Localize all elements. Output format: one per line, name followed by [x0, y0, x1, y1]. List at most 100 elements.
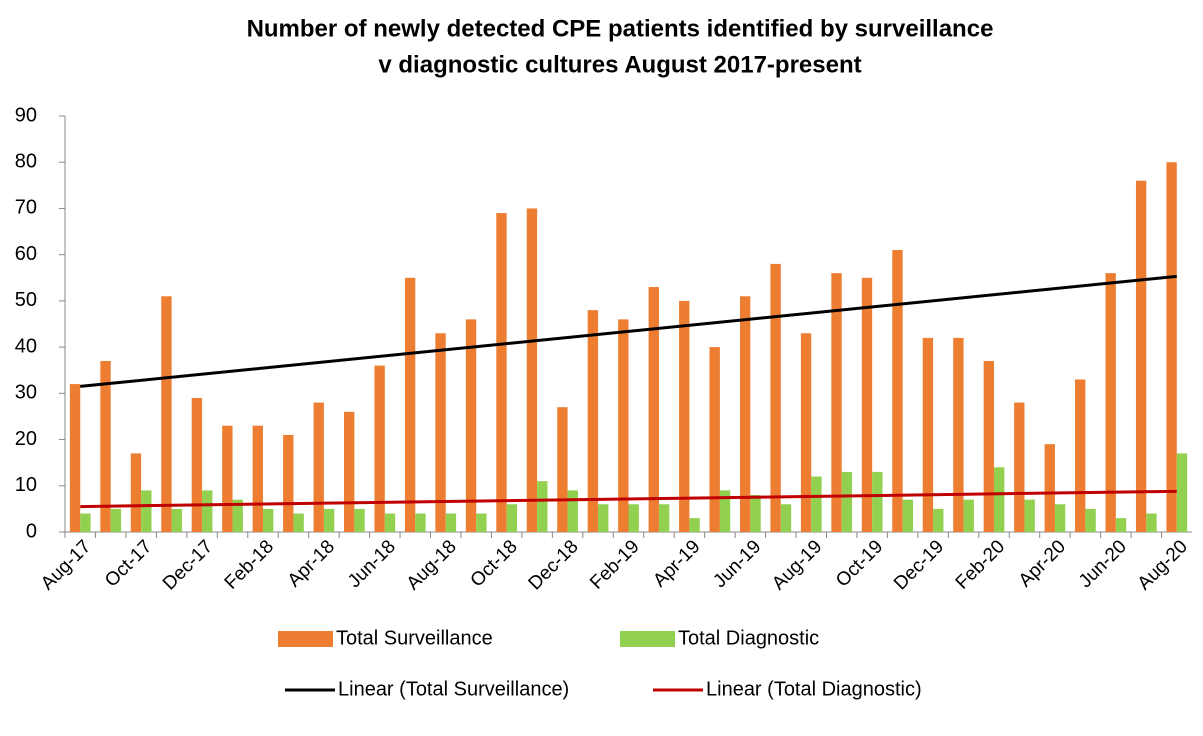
legend-label: Linear (Total Surveillance) — [338, 678, 569, 700]
bar — [130, 453, 142, 532]
y-tick-label: 20 — [15, 428, 37, 450]
bar — [476, 513, 487, 532]
bar — [354, 508, 365, 532]
bar — [689, 518, 700, 532]
x-tick-label: Aug-20 — [1134, 536, 1192, 594]
bar — [750, 495, 761, 532]
bar — [587, 310, 599, 532]
bar — [141, 490, 152, 532]
bar — [313, 402, 324, 532]
y-tick-label: 90 — [15, 104, 37, 126]
bar — [202, 490, 213, 532]
bar — [811, 476, 822, 532]
y-tick-label: 10 — [15, 474, 37, 496]
bar — [1085, 508, 1096, 532]
bar — [283, 434, 294, 532]
bar — [323, 508, 335, 532]
bar — [100, 360, 111, 532]
y-tick-label: 60 — [15, 243, 37, 265]
bar — [69, 384, 81, 532]
bar — [800, 333, 812, 532]
bar — [222, 425, 233, 532]
bar — [598, 504, 609, 532]
bar — [1105, 273, 1116, 532]
bar — [902, 499, 913, 532]
bar — [80, 513, 91, 532]
bar — [994, 467, 1005, 532]
bar — [293, 513, 304, 532]
bar — [404, 277, 416, 532]
bar — [435, 333, 446, 532]
legend-label: Total Surveillance — [336, 627, 493, 649]
bar — [770, 263, 781, 532]
legend-swatch — [620, 631, 675, 647]
bar — [872, 471, 883, 532]
bar — [922, 337, 934, 532]
chart-title: v diagnostic cultures August 2017-presen… — [378, 51, 861, 78]
bar — [537, 481, 548, 532]
bar — [1135, 180, 1147, 532]
bar — [262, 508, 274, 532]
bar — [1054, 504, 1066, 532]
bar — [161, 296, 172, 532]
x-tick-label: Apr-18 — [284, 536, 339, 591]
x-tick-label: Feb-20 — [952, 536, 1009, 593]
bar — [861, 277, 873, 532]
x-tick-label: Oct-19 — [832, 536, 887, 591]
bar — [1024, 499, 1035, 532]
bar — [374, 365, 385, 532]
x-tick-label: Jun-18 — [344, 536, 400, 592]
trendline — [80, 489, 1177, 509]
bar — [1014, 402, 1025, 532]
bar — [933, 508, 944, 532]
legend-swatch — [278, 631, 333, 647]
bar — [496, 213, 507, 533]
bar — [465, 319, 477, 532]
bar — [506, 504, 518, 532]
bar — [1166, 162, 1177, 532]
bar — [415, 513, 426, 532]
x-tick-label: Oct-17 — [101, 536, 156, 591]
bar — [953, 337, 964, 532]
bar — [983, 360, 995, 532]
y-tick-label: 70 — [15, 197, 37, 219]
bar — [963, 499, 974, 532]
x-tick-label: Feb-19 — [586, 536, 643, 593]
bar — [658, 504, 670, 532]
bar — [780, 504, 792, 532]
x-tick-label: Apr-20 — [1015, 536, 1070, 591]
bar — [1115, 518, 1127, 532]
bar — [679, 300, 690, 532]
bar — [1146, 513, 1157, 532]
bar — [1044, 444, 1055, 532]
bar — [252, 425, 263, 532]
trendline — [80, 274, 1177, 388]
x-tick-label: Dec-17 — [159, 536, 217, 594]
y-tick-label: 50 — [15, 289, 37, 311]
bar — [648, 287, 659, 532]
bar — [191, 397, 203, 532]
x-tick-label: Aug-19 — [768, 536, 826, 594]
x-tick-label: Jun-20 — [1075, 536, 1131, 592]
y-tick-label: 80 — [15, 151, 37, 173]
bar — [709, 347, 720, 532]
bar — [232, 499, 243, 532]
x-tick-label: Oct-18 — [467, 536, 522, 591]
bar — [171, 508, 182, 532]
legend-label: Total Diagnostic — [678, 627, 819, 649]
bar — [892, 250, 903, 533]
bar — [628, 504, 639, 532]
x-tick-label: Dec-19 — [890, 536, 948, 594]
bar — [1176, 453, 1188, 532]
bar — [445, 513, 457, 532]
bar — [739, 296, 751, 532]
x-tick-label: Aug-17 — [37, 536, 95, 594]
x-tick-label: Aug-18 — [403, 536, 461, 594]
bar — [557, 407, 568, 532]
x-tick-label: Apr-19 — [649, 536, 704, 591]
bar — [1075, 379, 1086, 532]
y-tick-label: 0 — [26, 520, 37, 542]
bar — [831, 273, 842, 532]
chart-title: Number of newly detected CPE patients id… — [247, 15, 994, 42]
